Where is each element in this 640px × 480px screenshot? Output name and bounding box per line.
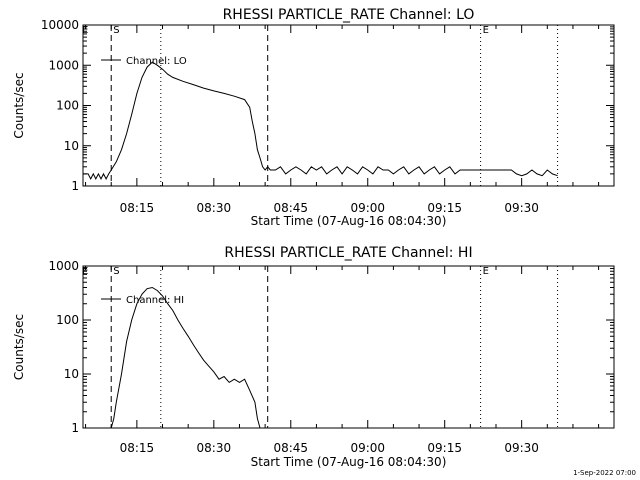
y-tick-label: 1 [71,421,79,435]
x-axis-label: Start Time (07-Aug-16 08:04:30) [251,455,447,469]
panel-lo: RHESSI PARTICLE_RATE Channel: LO Start Ti… [12,7,615,228]
event-marker-label: S [113,25,119,36]
x-axis-label: Start Time (07-Aug-16 08:04:30) [251,214,447,228]
x-tick-label: 09:30 [504,441,539,455]
y-tick-label: 100 [56,313,79,327]
x-tick-label: 09:00 [350,201,385,215]
x-tick-label: 08:30 [197,201,232,215]
x-tick-label: 08:15 [120,441,155,455]
chart-title: RHESSI PARTICLE_RATE Channel: LO [223,7,475,23]
y-tick-label: 1000 [48,259,79,273]
series-line [110,286,261,429]
event-marker-label: E [483,266,489,277]
edge-marker-label: E [82,25,88,36]
event-marker-label: S [113,266,119,277]
event-marker-label: E [483,25,489,36]
panel-hi: RHESSI PARTICLE_RATE Channel: HI Start Ti… [12,245,615,469]
y-tick-label: 10000 [41,18,79,32]
timestamp: 1-Sep-2022 07:00 [573,469,636,477]
x-tick-label: 09:15 [427,201,462,215]
x-tick-label: 08:30 [197,441,232,455]
x-tick-label: 08:15 [120,201,155,215]
x-tick-label: 09:30 [504,201,539,215]
y-axis-label: Counts/sec [12,314,26,380]
x-tick-label: 09:00 [350,441,385,455]
series-line [83,61,558,181]
y-axis-label: Counts/sec [12,72,26,138]
legend-entry: Channel: LO [126,56,187,67]
plot-frame [82,24,615,187]
legend-entry: Channel: HI [126,295,184,306]
x-tick-label: 09:15 [427,441,462,455]
edge-marker-label: E [82,266,88,277]
plot-frame [82,265,615,429]
y-tick-label: 100 [56,99,79,113]
x-tick-label: 08:45 [273,441,308,455]
y-tick-label: 1000 [48,58,79,72]
y-tick-label: 10 [64,367,79,381]
x-tick-label: 08:45 [273,201,308,215]
y-tick-label: 10 [64,139,79,153]
y-tick-label: 1 [71,179,79,193]
chart-title: RHESSI PARTICLE_RATE Channel: HI [224,245,472,261]
